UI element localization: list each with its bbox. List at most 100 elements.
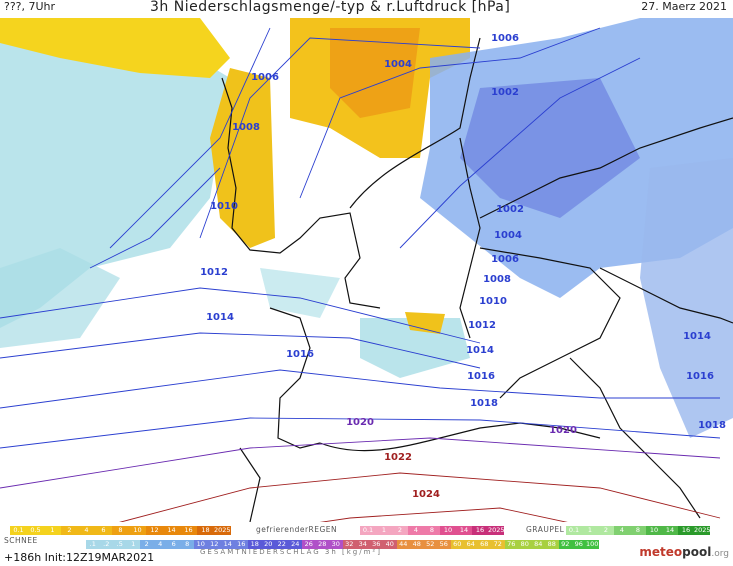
legend-swatch: 72: [491, 540, 505, 549]
legend-swatch: 48: [410, 540, 424, 549]
legend-swatch: 52: [423, 540, 437, 549]
isobar-1010: [89, 167, 221, 269]
legend-swatch: 1: [44, 526, 61, 535]
legend-swatch: 14: [163, 526, 180, 535]
legend-swatch: 34: [356, 540, 370, 549]
legend-swatch: 26: [302, 540, 316, 549]
legend-swatch: .1: [86, 540, 100, 549]
legend-swatch: 96: [572, 540, 586, 549]
isobar-label: 1008: [483, 274, 511, 285]
forecast-date: 27. Maerz 2021: [641, 0, 727, 13]
isobar-1012: [0, 287, 481, 344]
isobar-label: 1012: [468, 320, 496, 331]
legend-swatch: 92: [558, 540, 572, 549]
legend-swatch: 56: [437, 540, 451, 549]
isobar-label: 1014: [206, 312, 234, 323]
legend-swatch: 68: [477, 540, 491, 549]
isobar-labels: 1002 1002 1004 1004 1006 1006 1006 1008 1008 1010…: [200, 33, 726, 500]
run-info: +186h Init:12Z19MAR2021: [4, 551, 155, 564]
legend-swatch: 4: [78, 526, 95, 535]
legend-swatch: 2025+: [214, 526, 231, 535]
legend-swatch: 84: [531, 540, 545, 549]
legend-swatch: 14: [456, 526, 472, 535]
isobar-label: 1016: [467, 371, 495, 382]
legend-swatch: 64: [464, 540, 478, 549]
isobar-label: 1018: [470, 398, 498, 409]
legend-swatch: 1: [376, 526, 392, 535]
legend-swatch: 36: [369, 540, 383, 549]
weather-map: 1002 1002 1004 1004 1006 1006 1006 1008 1008 1010…: [0, 18, 733, 522]
legend-swatch: 10: [646, 526, 662, 535]
snow-label: SCHNEE: [4, 536, 38, 545]
isobar-label: 1024: [412, 489, 440, 500]
isobar-1016: [0, 369, 720, 409]
legend-swatch: 6: [167, 540, 181, 549]
legend-swatch: 18: [197, 526, 214, 535]
isobar-label: 1006: [251, 72, 279, 83]
legend-swatch: 1: [582, 526, 598, 535]
isobar-label: 1020: [549, 425, 577, 436]
isobar-label: 1018: [698, 420, 726, 431]
isobar-label: 1004: [384, 59, 412, 70]
legend-swatch: 100: [585, 540, 599, 549]
legend-swatch: 8: [424, 526, 440, 535]
legend-swatch: 0.1: [566, 526, 582, 535]
legend-swatch: 10: [440, 526, 456, 535]
legend-swatch: 16: [180, 526, 197, 535]
isobar-label: 1012: [200, 267, 228, 278]
isobar-1022: [119, 472, 721, 522]
isobar-label: 1022: [384, 452, 412, 463]
isobar-1002: [399, 57, 641, 249]
isobar-label: 1020: [346, 417, 374, 428]
isobar-1014: [0, 332, 481, 369]
legend-swatch: 80: [518, 540, 532, 549]
forecast-time: ???, 7Uhr: [4, 0, 56, 13]
legend-swatch: 24: [288, 540, 302, 549]
graupel-label: GRAUPEL: [526, 525, 565, 534]
isobar-label: 1008: [232, 122, 260, 133]
isobar-label: 1006: [491, 254, 519, 265]
isobar-1004: [299, 27, 601, 199]
freezing-rain-label: gefrierenderREGEN: [256, 525, 338, 534]
isobar-label: 1006: [491, 33, 519, 44]
legend-swatch: 14: [221, 540, 235, 549]
legend-swatch: 10: [194, 540, 208, 549]
legend-swatch: 40: [383, 540, 397, 549]
legend-swatch: 2: [392, 526, 408, 535]
legend-swatch: 2: [61, 526, 78, 535]
isobar-label: 1014: [466, 345, 494, 356]
snow-scale: .1.2.5 1 2 4 6 8 10 12 14 16 18 20 22 24 26 28 30 32 34 36 4…: [86, 540, 599, 549]
isobar-1008: [109, 27, 271, 249]
meteopool-logo: meteopool.org: [639, 545, 729, 559]
legend-swatch: 4: [153, 540, 167, 549]
legend-swatch: 10: [129, 526, 146, 535]
legend-swatch: 1: [126, 540, 140, 549]
isobar-label: 1002: [491, 87, 519, 98]
isobar-label: 1010: [479, 296, 507, 307]
legend-swatch: 0.5: [27, 526, 44, 535]
legend-swatch: 6: [95, 526, 112, 535]
legend-swatch: 4: [408, 526, 424, 535]
isobar-lines: [0, 27, 721, 522]
legend-swatch: 8: [180, 540, 194, 549]
legend-swatch: 76: [504, 540, 518, 549]
isobar-label: 1016: [686, 371, 714, 382]
legend-swatch: 2: [140, 540, 154, 549]
isobar-label: 1002: [496, 204, 524, 215]
legend-swatch: 16: [472, 526, 488, 535]
legend-swatch: 18: [248, 540, 262, 549]
legend-swatch: 14: [662, 526, 678, 535]
isobar-1024: [319, 507, 568, 522]
legend-swatch: 22: [275, 540, 289, 549]
isobar-1020: [0, 437, 721, 489]
legend-swatch: 12: [146, 526, 163, 535]
isobar-label: 1016: [286, 349, 314, 360]
legend-swatch: .5: [113, 540, 127, 549]
legend-swatch: 30: [329, 540, 343, 549]
legend-swatch: 2025+: [694, 526, 710, 535]
legend-swatch: 2025+: [488, 526, 504, 535]
legend-swatch: 8: [630, 526, 646, 535]
legend-swatch: 32: [342, 540, 356, 549]
